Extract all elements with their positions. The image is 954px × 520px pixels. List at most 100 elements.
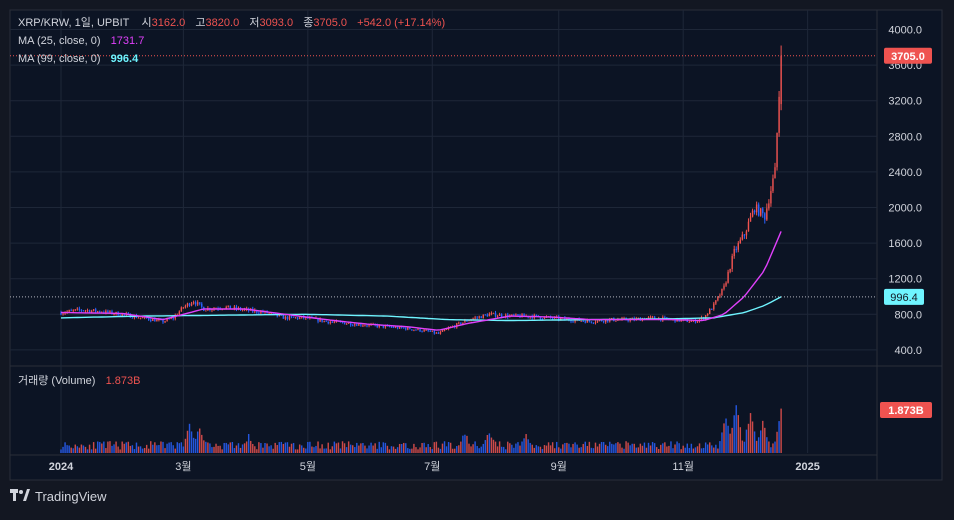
candle-body bbox=[778, 96, 780, 133]
volume-bar bbox=[466, 435, 468, 453]
volume-bar bbox=[723, 423, 725, 453]
candle-body bbox=[364, 325, 366, 327]
candle-body bbox=[227, 305, 229, 307]
ma99-legend[interactable]: MA (99, close, 0) 996.4 bbox=[18, 52, 138, 66]
candle-body bbox=[739, 239, 742, 244]
volume-bar bbox=[525, 434, 527, 453]
volume-bar bbox=[66, 445, 68, 453]
volume-bar bbox=[392, 446, 395, 453]
volume-bar bbox=[268, 446, 270, 453]
volume-bar bbox=[490, 437, 493, 453]
candle-body bbox=[274, 313, 276, 315]
candle-body bbox=[70, 310, 72, 312]
volume-legend[interactable]: 거래량 (Volume) 1.873B bbox=[18, 374, 140, 388]
candle-body bbox=[260, 311, 262, 314]
volume-bar bbox=[386, 445, 389, 453]
volume-bar bbox=[441, 443, 444, 453]
volume-bar bbox=[184, 438, 187, 453]
last-price-tag bbox=[884, 47, 932, 64]
volume-bar bbox=[572, 443, 574, 453]
volume-bar bbox=[456, 446, 458, 453]
ohlc-legend[interactable]: XRP/KRW, 1일, UPBIT 시3162.0 고3820.0 저3093… bbox=[18, 16, 445, 30]
candle-body bbox=[753, 210, 756, 213]
volume-bar bbox=[509, 443, 511, 453]
candle-body bbox=[403, 327, 405, 329]
candle-body bbox=[651, 316, 654, 318]
volume-bar bbox=[472, 444, 474, 453]
volume-bar bbox=[454, 448, 456, 453]
volume-bar bbox=[747, 423, 750, 453]
volume-bar bbox=[468, 443, 470, 453]
candle-body bbox=[325, 320, 327, 322]
volume-bar bbox=[315, 445, 317, 453]
candle-body bbox=[258, 312, 260, 314]
volume-bar bbox=[486, 435, 489, 453]
volume-bar bbox=[662, 443, 664, 453]
volume-bar bbox=[719, 441, 721, 453]
volume-bar bbox=[199, 428, 201, 453]
candle-body bbox=[196, 302, 199, 305]
candle-body bbox=[105, 310, 107, 313]
volume-bar bbox=[582, 443, 584, 453]
volume-bar bbox=[517, 442, 519, 453]
candle-body bbox=[199, 302, 201, 304]
candle-body bbox=[327, 321, 329, 324]
volume-bar bbox=[658, 449, 660, 453]
candle-body bbox=[513, 314, 515, 316]
volume-bar bbox=[537, 446, 540, 453]
tradingview-brand[interactable]: TradingView bbox=[10, 489, 107, 504]
volume-bar bbox=[684, 447, 686, 453]
volume-bar bbox=[753, 431, 756, 453]
candle-body bbox=[107, 310, 109, 313]
candle-body bbox=[186, 303, 189, 306]
candle-body bbox=[541, 318, 544, 320]
volume-bar bbox=[256, 449, 258, 453]
candle-body bbox=[588, 319, 591, 322]
candle-body bbox=[341, 321, 344, 323]
price-axis[interactable]: 4000.03600.03200.02800.02400.02000.01600… bbox=[888, 25, 922, 357]
candle-body bbox=[427, 329, 429, 331]
candle-body bbox=[288, 316, 291, 320]
candle-body bbox=[150, 319, 152, 321]
volume-bar bbox=[527, 439, 529, 453]
candle-body bbox=[462, 322, 464, 325]
candle-body bbox=[435, 332, 438, 334]
volume-bar bbox=[145, 444, 148, 453]
time-axis[interactable]: 2024 3월 5월 7월 9월 11월 2025 bbox=[49, 460, 820, 473]
y-tick-label: 800.0 bbox=[894, 309, 922, 321]
candle-body bbox=[92, 309, 95, 311]
volume-bar bbox=[203, 440, 205, 453]
candle-body bbox=[764, 213, 766, 220]
volume-bar bbox=[250, 440, 252, 453]
ma25-legend[interactable]: MA (25, close, 0) 1731.7 bbox=[18, 34, 144, 48]
candle-body bbox=[743, 234, 746, 236]
candle-body bbox=[396, 326, 399, 329]
candle-body bbox=[776, 132, 778, 168]
volume-bar bbox=[494, 441, 497, 453]
symbol-label[interactable]: XRP/KRW, 1일, UPBIT bbox=[18, 17, 130, 29]
volume-bar bbox=[190, 431, 193, 453]
candle-body bbox=[268, 313, 270, 315]
candle-body bbox=[690, 321, 693, 323]
candle-body bbox=[298, 317, 301, 319]
volume-bar bbox=[154, 442, 156, 453]
candle-body bbox=[500, 314, 503, 317]
candle-body bbox=[162, 319, 164, 323]
volume-bar bbox=[82, 445, 85, 453]
volume-bar bbox=[366, 448, 368, 453]
candle-body bbox=[580, 320, 582, 322]
volume-bar bbox=[492, 439, 495, 453]
y-tick-label: 400.0 bbox=[894, 345, 922, 357]
candle-body bbox=[190, 303, 193, 306]
volume-bar bbox=[462, 435, 464, 453]
volume-bar bbox=[262, 447, 264, 453]
candle-body bbox=[464, 320, 466, 323]
candle-body bbox=[594, 322, 597, 324]
candle-body bbox=[78, 308, 81, 310]
volume-bar bbox=[611, 443, 613, 453]
x-tick-label: 3월 bbox=[175, 460, 191, 473]
volume-bar bbox=[735, 405, 737, 453]
candle-body bbox=[560, 317, 562, 320]
